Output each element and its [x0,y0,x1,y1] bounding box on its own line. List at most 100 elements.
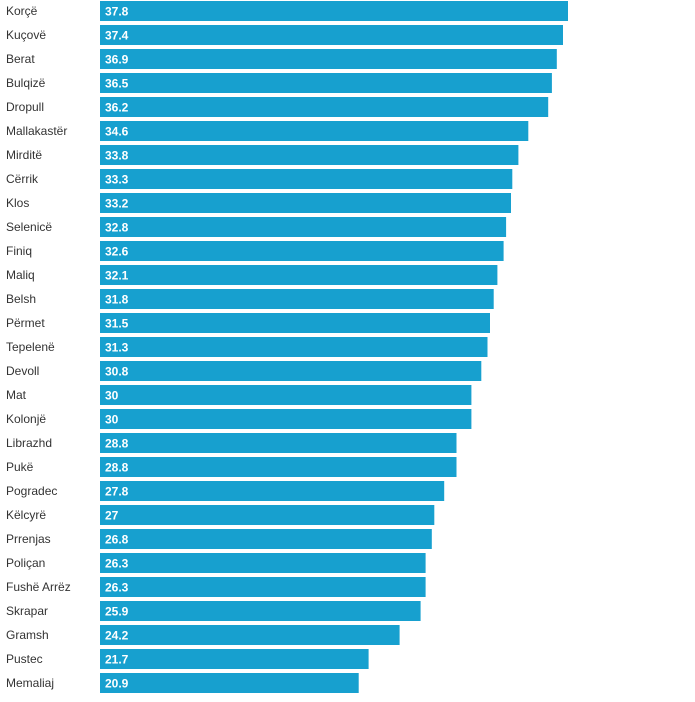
category-label: Pukë [6,460,34,474]
bar [100,361,482,381]
category-label: Poliçan [6,556,45,570]
value-label: 36.5 [105,77,129,91]
bar [100,73,552,93]
category-label: Pustec [6,652,43,666]
value-label: 30.8 [105,365,129,379]
value-label: 27.8 [105,485,129,499]
value-label: 37.4 [105,29,129,43]
bar-row: Cërrik 33.3 [6,169,513,189]
bar-row: Tepelenë 31.3 [6,337,488,357]
bar-row: Gramsh 24.2 [6,625,400,645]
bar [100,169,513,189]
category-label: Përmet [6,316,45,330]
bar-row: Maliq 32.1 [6,265,498,285]
category-label: Belsh [6,292,36,306]
category-label: Këlcyrë [6,508,46,522]
bar-row: Fushë Arrëz 26.3 [6,577,426,597]
value-label: 21.7 [105,653,129,667]
bar-row: Kuçovë 37.4 [6,25,563,45]
category-label: Kolonjë [6,412,46,426]
category-label: Finiq [6,244,32,258]
value-label: 32.8 [105,221,129,235]
bar [100,481,445,501]
bar-row: Klos 33.2 [6,193,511,213]
bar-row: Berat 36.9 [6,49,557,69]
bar-row: Mallakastër 34.6 [6,121,529,141]
bar [100,289,494,309]
value-label: 33.2 [105,197,129,211]
bar [100,313,490,333]
category-label: Prrenjas [6,532,51,546]
value-label: 33.8 [105,149,129,163]
value-label: 33.3 [105,173,129,187]
bar-row: Mat 30 [6,385,472,405]
bar-row: Pukë 28.8 [6,457,457,477]
value-label: 30 [105,389,119,403]
bar-row: Librazhd 28.8 [6,433,457,453]
bar-row: Belsh 31.8 [6,289,494,309]
category-label: Mat [6,388,27,402]
category-label: Devoll [6,364,39,378]
bar [100,505,435,525]
bar [100,145,519,165]
category-label: Selenicë [6,220,52,234]
bar [100,409,472,429]
bar-row: Selenicë 32.8 [6,217,507,237]
bar [100,553,426,573]
bar-row: Pogradec 27.8 [6,481,445,501]
bar-row: Dropull 36.2 [6,97,549,117]
category-label: Korçë [6,4,38,18]
bar-row: Mirditë 33.8 [6,145,519,165]
bar-row: Bulqizë 36.5 [6,73,552,93]
value-label: 25.9 [105,605,129,619]
category-label: Kuçovë [6,28,46,42]
value-label: 31.5 [105,317,129,331]
category-label: Berat [6,52,35,66]
bar [100,97,549,117]
value-label: 30 [105,413,119,427]
bar-row: Korçë 37.8 [6,1,568,21]
value-label: 28.8 [105,437,129,451]
bar [100,25,563,45]
category-label: Gramsh [6,628,49,642]
value-label: 27 [105,509,119,523]
bar [100,649,369,669]
bar-row: Këlcyrë 27 [6,505,435,525]
value-label: 26.8 [105,533,129,547]
value-label: 32.1 [105,269,129,283]
bar [100,433,457,453]
value-label: 31.8 [105,293,129,307]
value-label: 26.3 [105,557,129,571]
bar-row: Finiq 32.6 [6,241,504,261]
bar-row: Devoll 30.8 [6,361,482,381]
bar-row: Kolonjë 30 [6,409,472,429]
bar-row: Skrapar 25.9 [6,601,421,621]
category-label: Memaliaj [6,676,54,690]
bar [100,217,507,237]
value-label: 34.6 [105,125,129,139]
category-label: Skrapar [6,604,48,618]
category-label: Bulqizë [6,76,46,90]
value-label: 24.2 [105,629,129,643]
bar-row: Pustec 21.7 [6,649,369,669]
bar [100,601,421,621]
bar [100,577,426,597]
bar [100,625,400,645]
category-label: Dropull [6,100,44,114]
value-label: 31.3 [105,341,129,355]
value-label: 20.9 [105,677,129,691]
value-label: 32.6 [105,245,129,259]
bar-row: Memaliaj 20.9 [6,673,359,693]
value-label: 36.9 [105,53,129,67]
category-label: Maliq [6,268,35,282]
bar-row: Përmet 31.5 [6,313,490,333]
bar-row: Prrenjas 26.8 [6,529,432,549]
category-label: Fushë Arrëz [6,580,71,594]
bar [100,265,498,285]
value-label: 28.8 [105,461,129,475]
category-label: Librazhd [6,436,52,450]
category-label: Cërrik [6,172,39,186]
value-label: 37.8 [105,5,129,19]
category-label: Mirditë [6,148,42,162]
